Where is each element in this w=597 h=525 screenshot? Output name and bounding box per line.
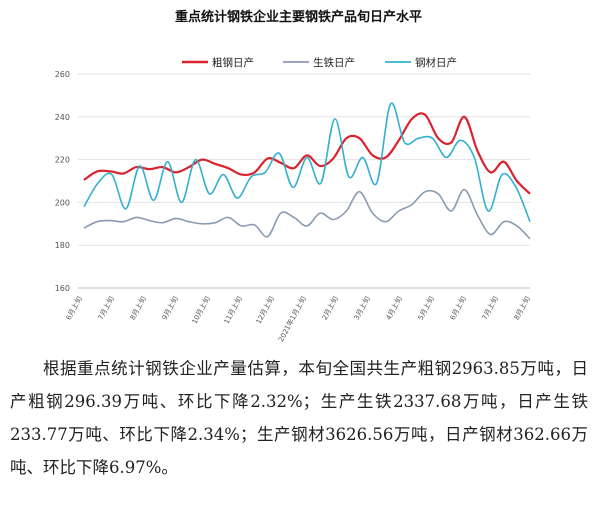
x-tick-label: 8月上旬 — [128, 295, 148, 322]
series-line-2 — [83, 188, 531, 240]
legend-label-2: 生铁日产 — [313, 56, 355, 69]
x-tick-label: 4月上旬 — [384, 295, 404, 322]
y-tick-label: 200 — [55, 198, 70, 207]
legend-label-1: 粗钢日产 — [212, 56, 254, 69]
y-tick-label: 180 — [55, 241, 70, 250]
series-line-3 — [83, 102, 531, 222]
x-tick-label: 11月上旬 — [222, 295, 244, 326]
y-tick-label: 160 — [55, 284, 70, 293]
article-paragraph: 根据重点统计钢铁企业产量估算，本旬全国共生产粗钢2963.85万吨，日产粗钢29… — [10, 359, 588, 477]
x-tick-label: 7月上旬 — [96, 295, 116, 322]
x-tick-label: 6月上旬 — [448, 295, 468, 322]
x-tick-label: 9月上旬 — [160, 295, 180, 322]
x-tick-label: 10月上旬 — [190, 295, 212, 326]
legend-label-3: 钢材日产 — [415, 56, 457, 69]
chart-title: 重点统计钢铁企业主要钢铁产品旬日产水平 — [174, 10, 422, 25]
line-chart: 160 180 200 220 240 260 6月上旬 7月上旬 8月上旬 9月上旬 10月上旬 1… — [55, 56, 532, 344]
y-tick-label: 220 — [55, 156, 70, 165]
series-line-1 — [83, 112, 531, 195]
x-tick-label: 3月上旬 — [352, 295, 372, 322]
y-tick-label: 260 — [55, 70, 70, 79]
x-tick-label: 8月上旬 — [512, 295, 532, 322]
x-tick-label: 6月上旬 — [64, 295, 84, 322]
x-tick-label: 2021年1月上旬 — [276, 295, 308, 344]
x-tick-label: 7月上旬 — [480, 295, 500, 322]
x-tick-label: 12月上旬 — [254, 295, 276, 326]
x-tick-label: 2月上旬 — [320, 295, 340, 322]
x-tick-label: 5月上旬 — [416, 295, 436, 322]
y-tick-label: 240 — [55, 113, 70, 122]
